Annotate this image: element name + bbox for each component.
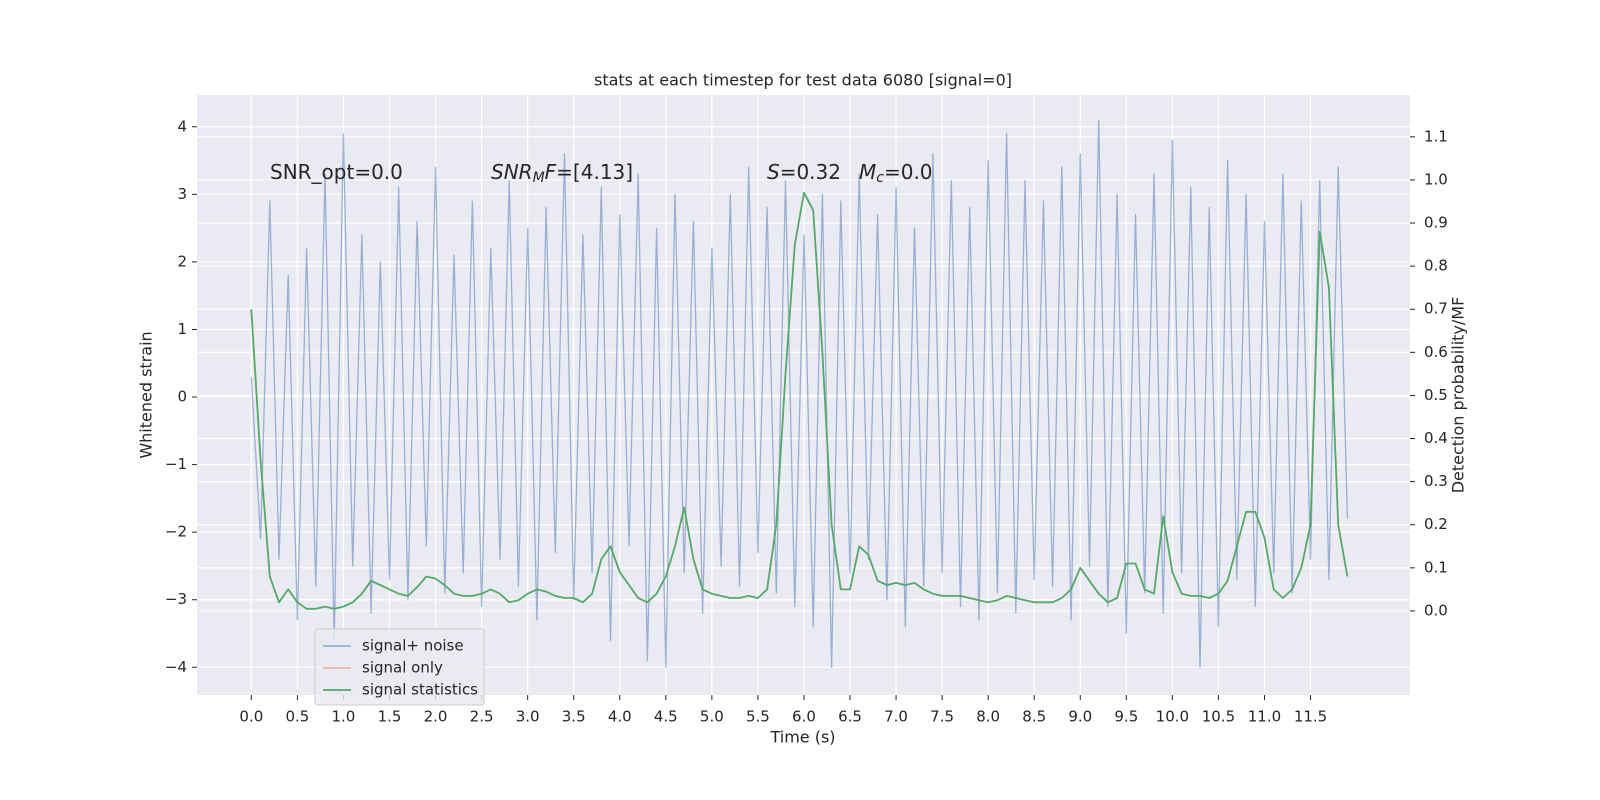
lines xyxy=(250,119,1349,668)
x-tick-label: 0.0 xyxy=(239,708,263,726)
y2-tick-label: 0.5 xyxy=(1424,386,1448,404)
y2-tick-label: 0.9 xyxy=(1424,214,1448,232)
y-tick-label: 3 xyxy=(177,185,187,203)
x-tick-label: 3.0 xyxy=(516,708,540,726)
x-tick-label: 2.5 xyxy=(470,708,494,726)
x-tick-label: 7.5 xyxy=(930,708,954,726)
y2-tick-label: 0.4 xyxy=(1424,429,1448,447)
y2-tick-label: 0.6 xyxy=(1424,343,1448,361)
series-line xyxy=(250,119,1349,668)
y2-tick-label: 0.7 xyxy=(1424,300,1448,318)
y-tick-label: −2 xyxy=(165,523,187,541)
x-tick-label: 4.0 xyxy=(608,708,632,726)
x-axis-label: Time (s) xyxy=(769,728,835,747)
y-tick-label: 2 xyxy=(177,252,187,270)
x-tick-label: 5.0 xyxy=(700,708,724,726)
annotation-part: c xyxy=(876,170,884,186)
annotation: Mc=0.0 xyxy=(859,160,933,187)
y-axis-label: Whitened strain xyxy=(137,331,156,458)
x-tick-label: 2.0 xyxy=(424,708,448,726)
y-tick-label: −3 xyxy=(165,590,187,608)
axes: 0.0 0.5 1.0 1.5 2.0 2.5 3.0 3.5 4.0 4.5 5.0 5.5 6.0 6… xyxy=(165,117,1448,725)
annotation: S=0.32 xyxy=(767,160,841,184)
x-tick-label: 10.0 xyxy=(1156,708,1189,726)
annotation-part: S xyxy=(767,160,780,184)
x-tick-label: 10.5 xyxy=(1202,708,1235,726)
y2-tick-label: 0.1 xyxy=(1424,558,1448,576)
annotation-part: =[4.13] xyxy=(556,160,633,184)
annotation-part: F xyxy=(545,160,557,184)
x-tick-label: 9.0 xyxy=(1068,708,1092,726)
x-tick-label: 11.5 xyxy=(1294,708,1327,726)
x-tick-label: 3.5 xyxy=(562,708,586,726)
x-tick-label: 9.5 xyxy=(1114,708,1138,726)
y-tick-label: 1 xyxy=(177,320,187,338)
annotation-part: =0.0 xyxy=(884,160,933,184)
legend-box xyxy=(314,628,485,706)
annotation-part: =0.32 xyxy=(780,160,841,184)
y2-tick-label: 0.8 xyxy=(1424,257,1448,275)
x-tick-label: 7.0 xyxy=(884,708,908,726)
y2-tick-label: 0.0 xyxy=(1424,601,1448,619)
y2-tick-label: 1.1 xyxy=(1424,127,1448,145)
chart-title: stats at each timestep for test data 608… xyxy=(594,71,1012,90)
x-tick-label: 8.5 xyxy=(1022,708,1046,726)
x-tick-label: 1.0 xyxy=(332,708,356,726)
annotation-part: M xyxy=(859,160,876,184)
annotation-part: M xyxy=(533,170,545,186)
x-tick-label: 5.5 xyxy=(746,708,770,726)
annotation-part: SNR_opt=0.0 xyxy=(270,160,403,184)
y2-tick-label: 0.2 xyxy=(1424,515,1448,533)
x-tick-label: 1.5 xyxy=(378,708,402,726)
y-tick-label: −4 xyxy=(165,658,187,676)
x-tick-label: 6.5 xyxy=(838,708,862,726)
annotation: SNR_opt=0.0 xyxy=(270,160,403,184)
x-tick-label: 8.0 xyxy=(976,708,1000,726)
y-tick-label: 4 xyxy=(177,117,187,135)
annotation: SNRMF=[4.13] xyxy=(491,160,633,187)
x-tick-label: 0.5 xyxy=(285,708,309,726)
y2-tick-label: 1.0 xyxy=(1424,170,1448,188)
x-tick-label: 6.0 xyxy=(792,708,816,726)
series-line xyxy=(250,191,1349,610)
legend-label: signal statistics xyxy=(362,681,478,699)
legend-label: signal only xyxy=(362,659,443,677)
x-tick-label: 11.0 xyxy=(1248,708,1281,726)
y-tick-label: 0 xyxy=(177,388,187,406)
annotation-part: SNR xyxy=(491,160,533,184)
legend: signal+ noise signal only signal statistic… xyxy=(314,628,485,706)
legend-label: signal+ noise xyxy=(362,637,464,655)
x-tick-label: 4.5 xyxy=(654,708,678,726)
y2-tick-label: 0.3 xyxy=(1424,472,1448,490)
y-tick-label: −1 xyxy=(165,455,187,473)
y2-axis-label: Detection probability/MF xyxy=(1449,297,1468,494)
